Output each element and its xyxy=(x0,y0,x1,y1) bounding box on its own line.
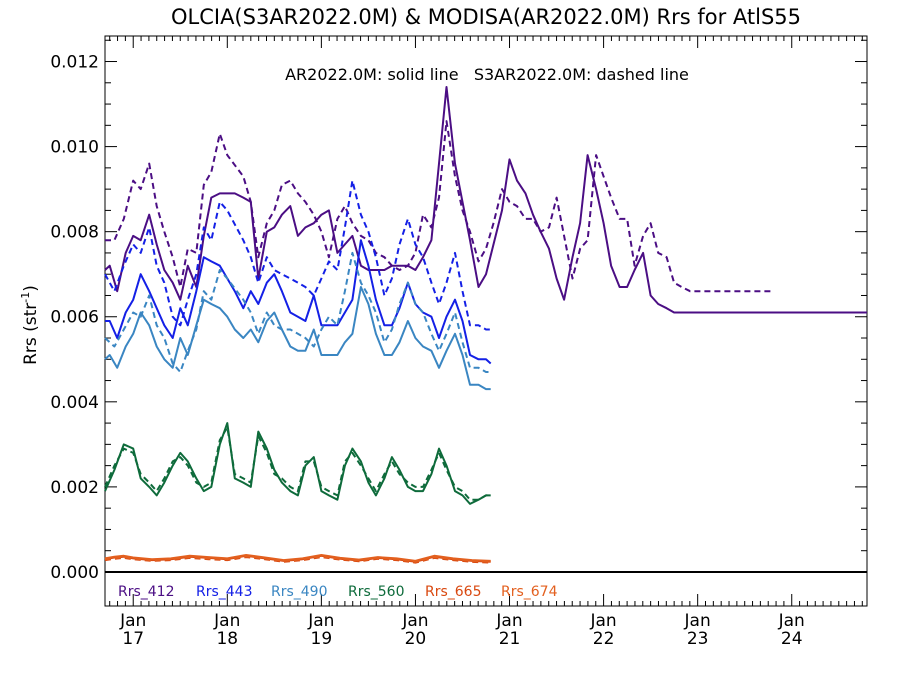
legend-entry: Rrs_560 xyxy=(348,584,405,600)
x-tick-year-label: 20 xyxy=(405,629,427,649)
x-tick-year-label: 23 xyxy=(687,629,709,649)
series-line-rrs-490-dashed xyxy=(104,251,491,373)
x-tick-year-label: 19 xyxy=(311,629,333,649)
chart-title: OLCIA(S3AR2022.0M) & MODISA(AR2022.0M) R… xyxy=(171,5,801,29)
y-axis-label-superscript: -1 xyxy=(19,292,32,303)
legend-entry: Rrs_443 xyxy=(196,584,253,600)
x-tick-month-label: Jan xyxy=(684,611,711,631)
x-tick-month-label: Jan xyxy=(119,611,146,631)
y-tick-label: 0.008 xyxy=(50,223,99,243)
x-tick-year-label: 17 xyxy=(122,629,144,649)
series-line-rrs-443-dashed xyxy=(104,179,491,331)
y-tick-label: 0.010 xyxy=(50,138,99,158)
y-axis-ticks: 0.000 0.002 0.004 0.006 0.008 0.010 0.012 xyxy=(50,39,867,583)
y-tick-label: 0.002 xyxy=(50,478,99,498)
line-style-annotation: AR2022.0M: solid line S3AR2022.0M: dashe… xyxy=(285,65,689,84)
series-line-rrs-674-dashed xyxy=(104,555,491,563)
x-tick-month-label: Jan xyxy=(495,611,522,631)
series-line-rrs-490-solid xyxy=(104,286,491,391)
x-tick-month-label: Jan xyxy=(589,611,616,631)
y-axis-label: Rrs (str-1) xyxy=(19,285,41,365)
plot-area-frame xyxy=(104,35,868,607)
x-tick-month-label: Jan xyxy=(778,611,805,631)
x-tick-month-label: Jan xyxy=(307,611,334,631)
series-line-rrs-443-solid xyxy=(105,239,492,365)
series-lines xyxy=(104,86,867,564)
x-tick-year-label: 24 xyxy=(781,629,803,649)
legend-entry: Rrs_665 xyxy=(425,584,482,600)
y-axis-label-main: Rrs (str xyxy=(21,303,41,365)
x-tick-month-label: Jan xyxy=(401,611,428,631)
x-tick-year-label: 22 xyxy=(593,629,615,649)
y-axis-label-close: ) xyxy=(21,285,41,292)
legend-entry: Rrs_490 xyxy=(271,584,328,600)
y-tick-label: 0.012 xyxy=(50,53,99,73)
legend-entry: Rrs_412 xyxy=(118,584,175,600)
series-line-rrs-412-solid xyxy=(104,86,867,314)
series-line-rrs-560-solid xyxy=(104,422,491,505)
y-tick-label: 0.006 xyxy=(50,308,99,328)
x-tick-month-label: Jan xyxy=(213,611,240,631)
legend: Rrs_412 Rrs_443 Rrs_490 Rrs_560 Rrs_665 Rrs_6… xyxy=(118,584,558,600)
series-line-rrs-560-dashed xyxy=(104,426,491,501)
legend-entry: Rrs_674 xyxy=(501,584,558,600)
x-tick-year-label: 18 xyxy=(216,629,238,649)
series-line-rrs-412-dashed xyxy=(105,120,773,293)
x-tick-year-label: 21 xyxy=(499,629,521,649)
y-tick-label: 0.000 xyxy=(50,563,99,583)
y-tick-label: 0.004 xyxy=(50,393,99,413)
